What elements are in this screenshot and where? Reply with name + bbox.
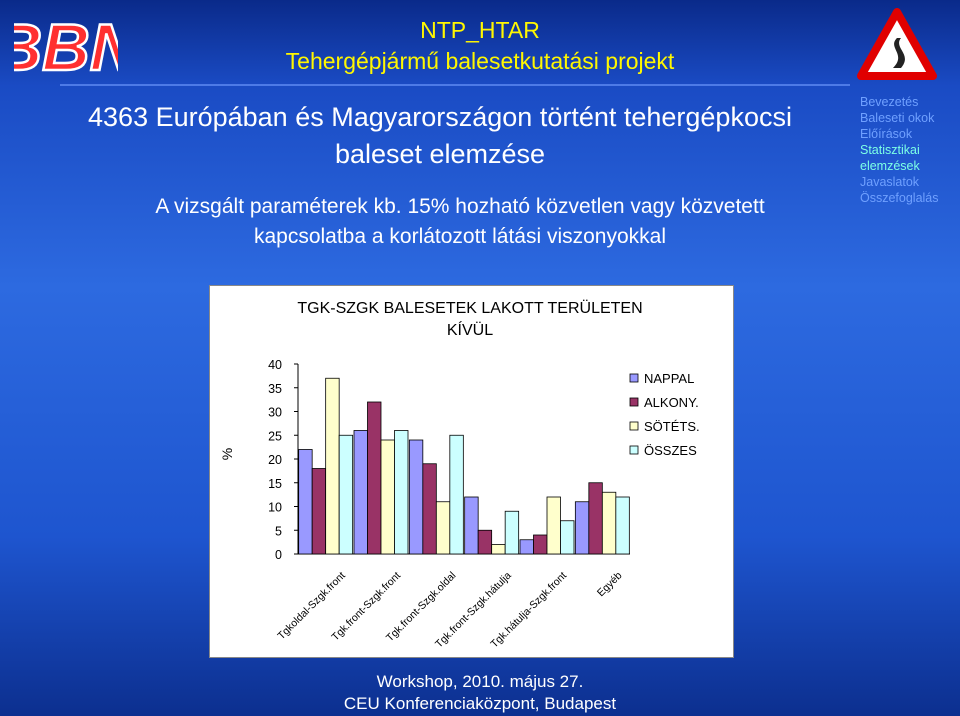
bar xyxy=(560,520,575,555)
chart-title-line2: KÍVÜL xyxy=(446,322,494,339)
header-project-title: Tehergépjármű balesetkutatási projekt xyxy=(285,48,675,74)
y-tick-label: 35 xyxy=(268,382,282,396)
legend-swatch xyxy=(629,445,639,455)
footer-venue: CEU Konferenciaközpont, Budapest xyxy=(343,694,617,713)
nav-item-baleseti-okok[interactable]: Baleseti okok xyxy=(860,111,935,125)
bar xyxy=(574,501,590,555)
warning-sign-icon xyxy=(857,8,937,80)
y-tick-label: 25 xyxy=(268,429,282,443)
nav-item-eloirasok[interactable]: Előírások xyxy=(860,127,913,141)
bar xyxy=(491,544,506,555)
side-nav: Bevezetés Baleseti okok Előírások Statis… xyxy=(860,94,939,206)
bar xyxy=(477,529,493,555)
bar xyxy=(435,501,451,555)
footer-event: Workshop, 2010. május 27. xyxy=(376,672,584,691)
header-project-code: NTP_HTAR xyxy=(420,17,540,43)
legend-swatch xyxy=(629,397,639,407)
chart-title-line1: TGK-SZGK BALESETEK LAKOTT TERÜLETEN xyxy=(297,300,643,317)
bbn-logo: BBN xyxy=(14,9,118,80)
bar xyxy=(588,482,603,555)
chart-title: TGK-SZGK BALESETEK LAKOTT TERÜLETEN KÍVÜ… xyxy=(250,298,690,342)
y-tick-label: 20 xyxy=(268,453,282,467)
bar xyxy=(367,401,382,555)
chart-panel: TGK-SZGK BALESETEK LAKOTT TERÜLETEN KÍVÜ… xyxy=(209,285,734,658)
page-subtitle: A vizsgált paraméterek kb. 15% hozható k… xyxy=(80,192,840,252)
bar xyxy=(380,439,395,555)
bar xyxy=(311,468,327,555)
bar xyxy=(449,434,464,555)
bar xyxy=(325,377,340,555)
page-subtitle-line1: A vizsgált paraméterek kb. 15% hozható k… xyxy=(155,195,765,218)
bar xyxy=(504,510,520,555)
page-title-line2: baleset elemzése xyxy=(334,139,546,169)
legend-label: SÖTÉTS. xyxy=(644,419,700,434)
bar-chart: 0510152025303540Tgkoldal-Szgk.frontTgk.f… xyxy=(268,358,700,650)
legend-label: ÖSSZES xyxy=(644,443,697,458)
legend-swatch xyxy=(629,421,639,431)
page-title: 4363 Európában és Magyarországon történt… xyxy=(40,99,840,173)
y-tick-label: 15 xyxy=(268,477,282,491)
y-tick-label: 5 xyxy=(275,524,282,538)
bar xyxy=(615,496,630,555)
legend-label: ALKONY. xyxy=(644,395,699,410)
bar xyxy=(338,434,354,555)
bar xyxy=(464,496,479,555)
nav-item-bevezetes[interactable]: Bevezetés xyxy=(860,95,919,109)
legend-swatch xyxy=(629,373,639,383)
svg-text:BBN: BBN xyxy=(14,10,118,80)
bar xyxy=(519,539,534,555)
bar xyxy=(422,463,437,555)
x-tick-label: Egyéb xyxy=(595,570,625,600)
header-divider xyxy=(60,84,850,86)
nav-item-statisztikai[interactable]: Statisztikai xyxy=(860,143,920,157)
y-tick-label: 30 xyxy=(268,406,282,420)
bar xyxy=(546,496,561,555)
nav-item-osszefoglalas[interactable]: Összefoglalás xyxy=(860,191,939,205)
bar xyxy=(394,430,409,555)
bar xyxy=(353,430,368,555)
nav-item-elemzesek[interactable]: elemzések xyxy=(860,159,920,173)
y-tick-label: 40 xyxy=(268,358,282,372)
bar xyxy=(298,449,313,555)
legend-label: NAPPAL xyxy=(644,371,694,386)
y-tick-label: 0 xyxy=(275,548,282,562)
bar xyxy=(533,534,548,555)
y-tick-label: 10 xyxy=(268,501,282,515)
bar xyxy=(601,491,617,555)
nav-item-javaslatok[interactable]: Javaslatok xyxy=(860,175,920,189)
page-subtitle-line2: kapcsolatba a korlátozott látási viszony… xyxy=(253,225,667,248)
page-title-line1: 4363 Európában és Magyarországon történt… xyxy=(88,102,792,132)
bar xyxy=(408,439,424,555)
